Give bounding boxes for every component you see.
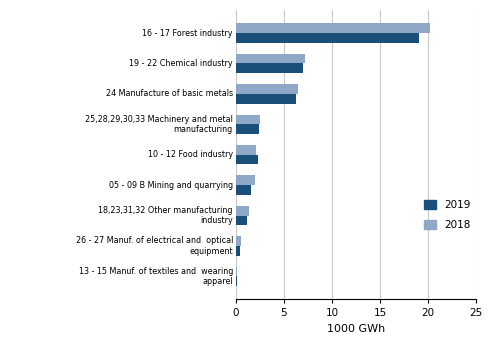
Bar [236,23,430,33]
Legend: 2019, 2018: 2019, 2018 [424,200,471,231]
Bar [236,115,260,124]
Bar [236,216,247,225]
Bar [236,246,240,256]
Bar [236,145,256,155]
Bar [236,33,418,43]
X-axis label: 1000 GWh: 1000 GWh [327,324,385,334]
Bar [236,84,298,94]
Bar [236,185,251,195]
Bar [236,236,241,246]
Bar [236,155,258,165]
Bar [236,267,237,276]
Bar [236,206,249,216]
Bar [236,94,296,104]
Bar [236,124,259,134]
Bar [236,64,303,73]
Bar [236,276,237,286]
Bar [236,54,305,64]
Bar [236,175,255,185]
